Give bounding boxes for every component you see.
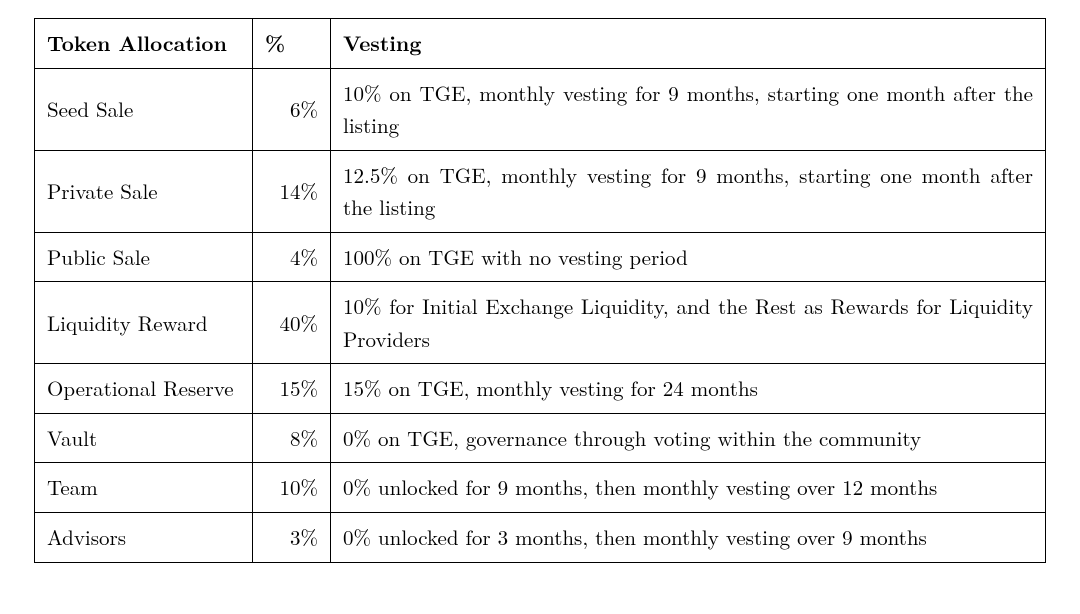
column-header-percent: % — [253, 19, 331, 69]
table-row: Liquidity Reward 40% 10% for Initial Exc… — [35, 282, 1046, 364]
cell-percent: 40% — [253, 282, 331, 364]
cell-allocation: Team — [35, 463, 253, 513]
cell-percent: 10% — [253, 463, 331, 513]
table-header-row: Token Allocation % Vesting — [35, 19, 1046, 69]
table-row: Operational Reserve 15% 15% on TGE, mont… — [35, 364, 1046, 414]
cell-vesting: 100% on TGE with no vesting period — [331, 232, 1046, 282]
cell-vesting: 10% on TGE, monthly vesting for 9 months… — [331, 68, 1046, 150]
cell-percent: 6% — [253, 68, 331, 150]
cell-vesting: 15% on TGE, monthly vesting for 24 month… — [331, 364, 1046, 414]
table-row: Public Sale 4% 100% on TGE with no vesti… — [35, 232, 1046, 282]
cell-allocation: Seed Sale — [35, 68, 253, 150]
cell-allocation: Operational Reserve — [35, 364, 253, 414]
cell-allocation: Public Sale — [35, 232, 253, 282]
cell-allocation: Liquidity Reward — [35, 282, 253, 364]
table-row: Vault 8% 0% on TGE, governance through v… — [35, 413, 1046, 463]
table-row: Advisors 3% 0% unlocked for 3 months, th… — [35, 513, 1046, 563]
cell-percent: 8% — [253, 413, 331, 463]
table-row: Team 10% 0% unlocked for 9 months, then … — [35, 463, 1046, 513]
column-header-vesting: Vesting — [331, 19, 1046, 69]
cell-percent: 4% — [253, 232, 331, 282]
cell-vesting: 0% on TGE, governance through voting wit… — [331, 413, 1046, 463]
cell-allocation: Private Sale — [35, 150, 253, 232]
cell-allocation: Vault — [35, 413, 253, 463]
cell-vesting: 0% unlocked for 9 months, then monthly v… — [331, 463, 1046, 513]
cell-vesting: 12.5% on TGE, monthly vesting for 9 mont… — [331, 150, 1046, 232]
table-row: Seed Sale 6% 10% on TGE, monthly vesting… — [35, 68, 1046, 150]
cell-vesting: 0% unlocked for 3 months, then monthly v… — [331, 513, 1046, 563]
table-row: Private Sale 14% 12.5% on TGE, monthly v… — [35, 150, 1046, 232]
token-allocation-table: Token Allocation % Vesting Seed Sale 6% … — [34, 18, 1046, 563]
cell-percent: 15% — [253, 364, 331, 414]
column-header-allocation: Token Allocation — [35, 19, 253, 69]
cell-percent: 14% — [253, 150, 331, 232]
cell-allocation: Advisors — [35, 513, 253, 563]
cell-percent: 3% — [253, 513, 331, 563]
cell-vesting: 10% for Initial Exchange Liquidity, and … — [331, 282, 1046, 364]
